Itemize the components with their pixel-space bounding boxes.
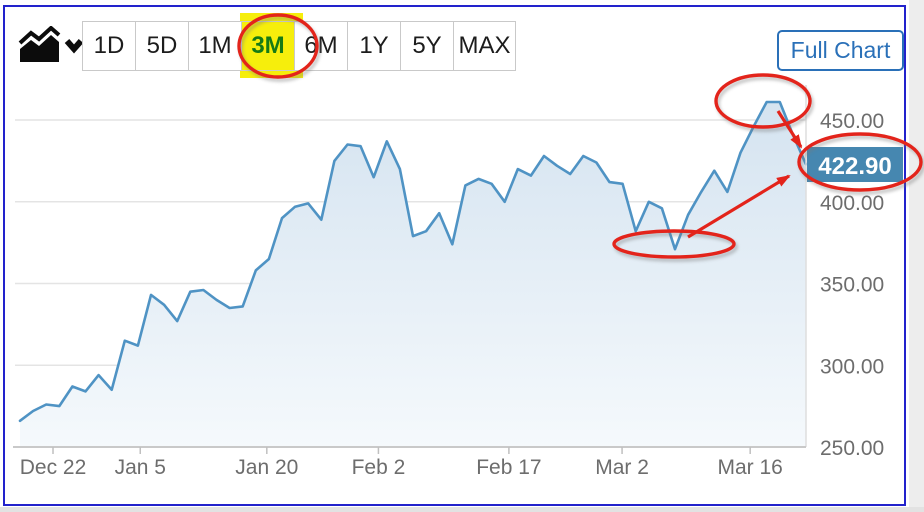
range-button-group: 1D 5D 1M 3M 6M 1Y 5Y MAX bbox=[82, 21, 516, 71]
y-axis-label: 300.00 bbox=[820, 355, 884, 378]
range-button-1y[interactable]: 1Y bbox=[347, 21, 401, 71]
y-axis-label: 250.00 bbox=[820, 437, 884, 460]
range-button-max[interactable]: MAX bbox=[453, 21, 516, 71]
x-axis-label: Mar 2 bbox=[595, 456, 649, 479]
x-axis-label: Feb 17 bbox=[476, 456, 541, 479]
range-button-5d[interactable]: 5D bbox=[135, 21, 189, 71]
x-axis-label: Feb 2 bbox=[352, 456, 406, 479]
area-chart-icon bbox=[18, 25, 84, 62]
range-button-3m[interactable]: 3M bbox=[241, 21, 295, 71]
y-axis-label: 400.00 bbox=[820, 192, 884, 215]
x-axis-label: Jan 5 bbox=[115, 456, 166, 479]
range-button-1m[interactable]: 1M bbox=[188, 21, 242, 71]
area-shape bbox=[20, 35, 59, 62]
x-axis-label: Mar 16 bbox=[718, 456, 783, 479]
chart-toolbar: 1D 5D 1M 3M 6M 1Y 5Y MAX Full Chart bbox=[0, 0, 924, 80]
price-badge-value: 422.90 bbox=[818, 153, 891, 180]
y-axis-label: 350.00 bbox=[820, 274, 884, 297]
circle-price-badge bbox=[797, 132, 923, 192]
x-axis-label: Jan 20 bbox=[235, 456, 298, 479]
y-axis-label: 450.00 bbox=[820, 110, 884, 133]
chart-type-selector[interactable] bbox=[18, 25, 84, 64]
range-button-6m[interactable]: 6M bbox=[294, 21, 348, 71]
x-axis-label: Dec 22 bbox=[20, 456, 87, 479]
range-button-1d[interactable]: 1D bbox=[82, 21, 136, 71]
range-button-5y[interactable]: 5Y bbox=[400, 21, 454, 71]
window-edge-bottom bbox=[0, 507, 924, 512]
full-chart-button[interactable]: Full Chart bbox=[777, 30, 904, 71]
price-badge: 422.90 bbox=[807, 147, 903, 182]
price-badge-bg bbox=[807, 147, 903, 182]
chevron-down-icon bbox=[64, 39, 84, 54]
chart-plot-area[interactable] bbox=[15, 85, 806, 447]
line-shape bbox=[18, 25, 61, 45]
window-edge-right bbox=[909, 0, 924, 512]
